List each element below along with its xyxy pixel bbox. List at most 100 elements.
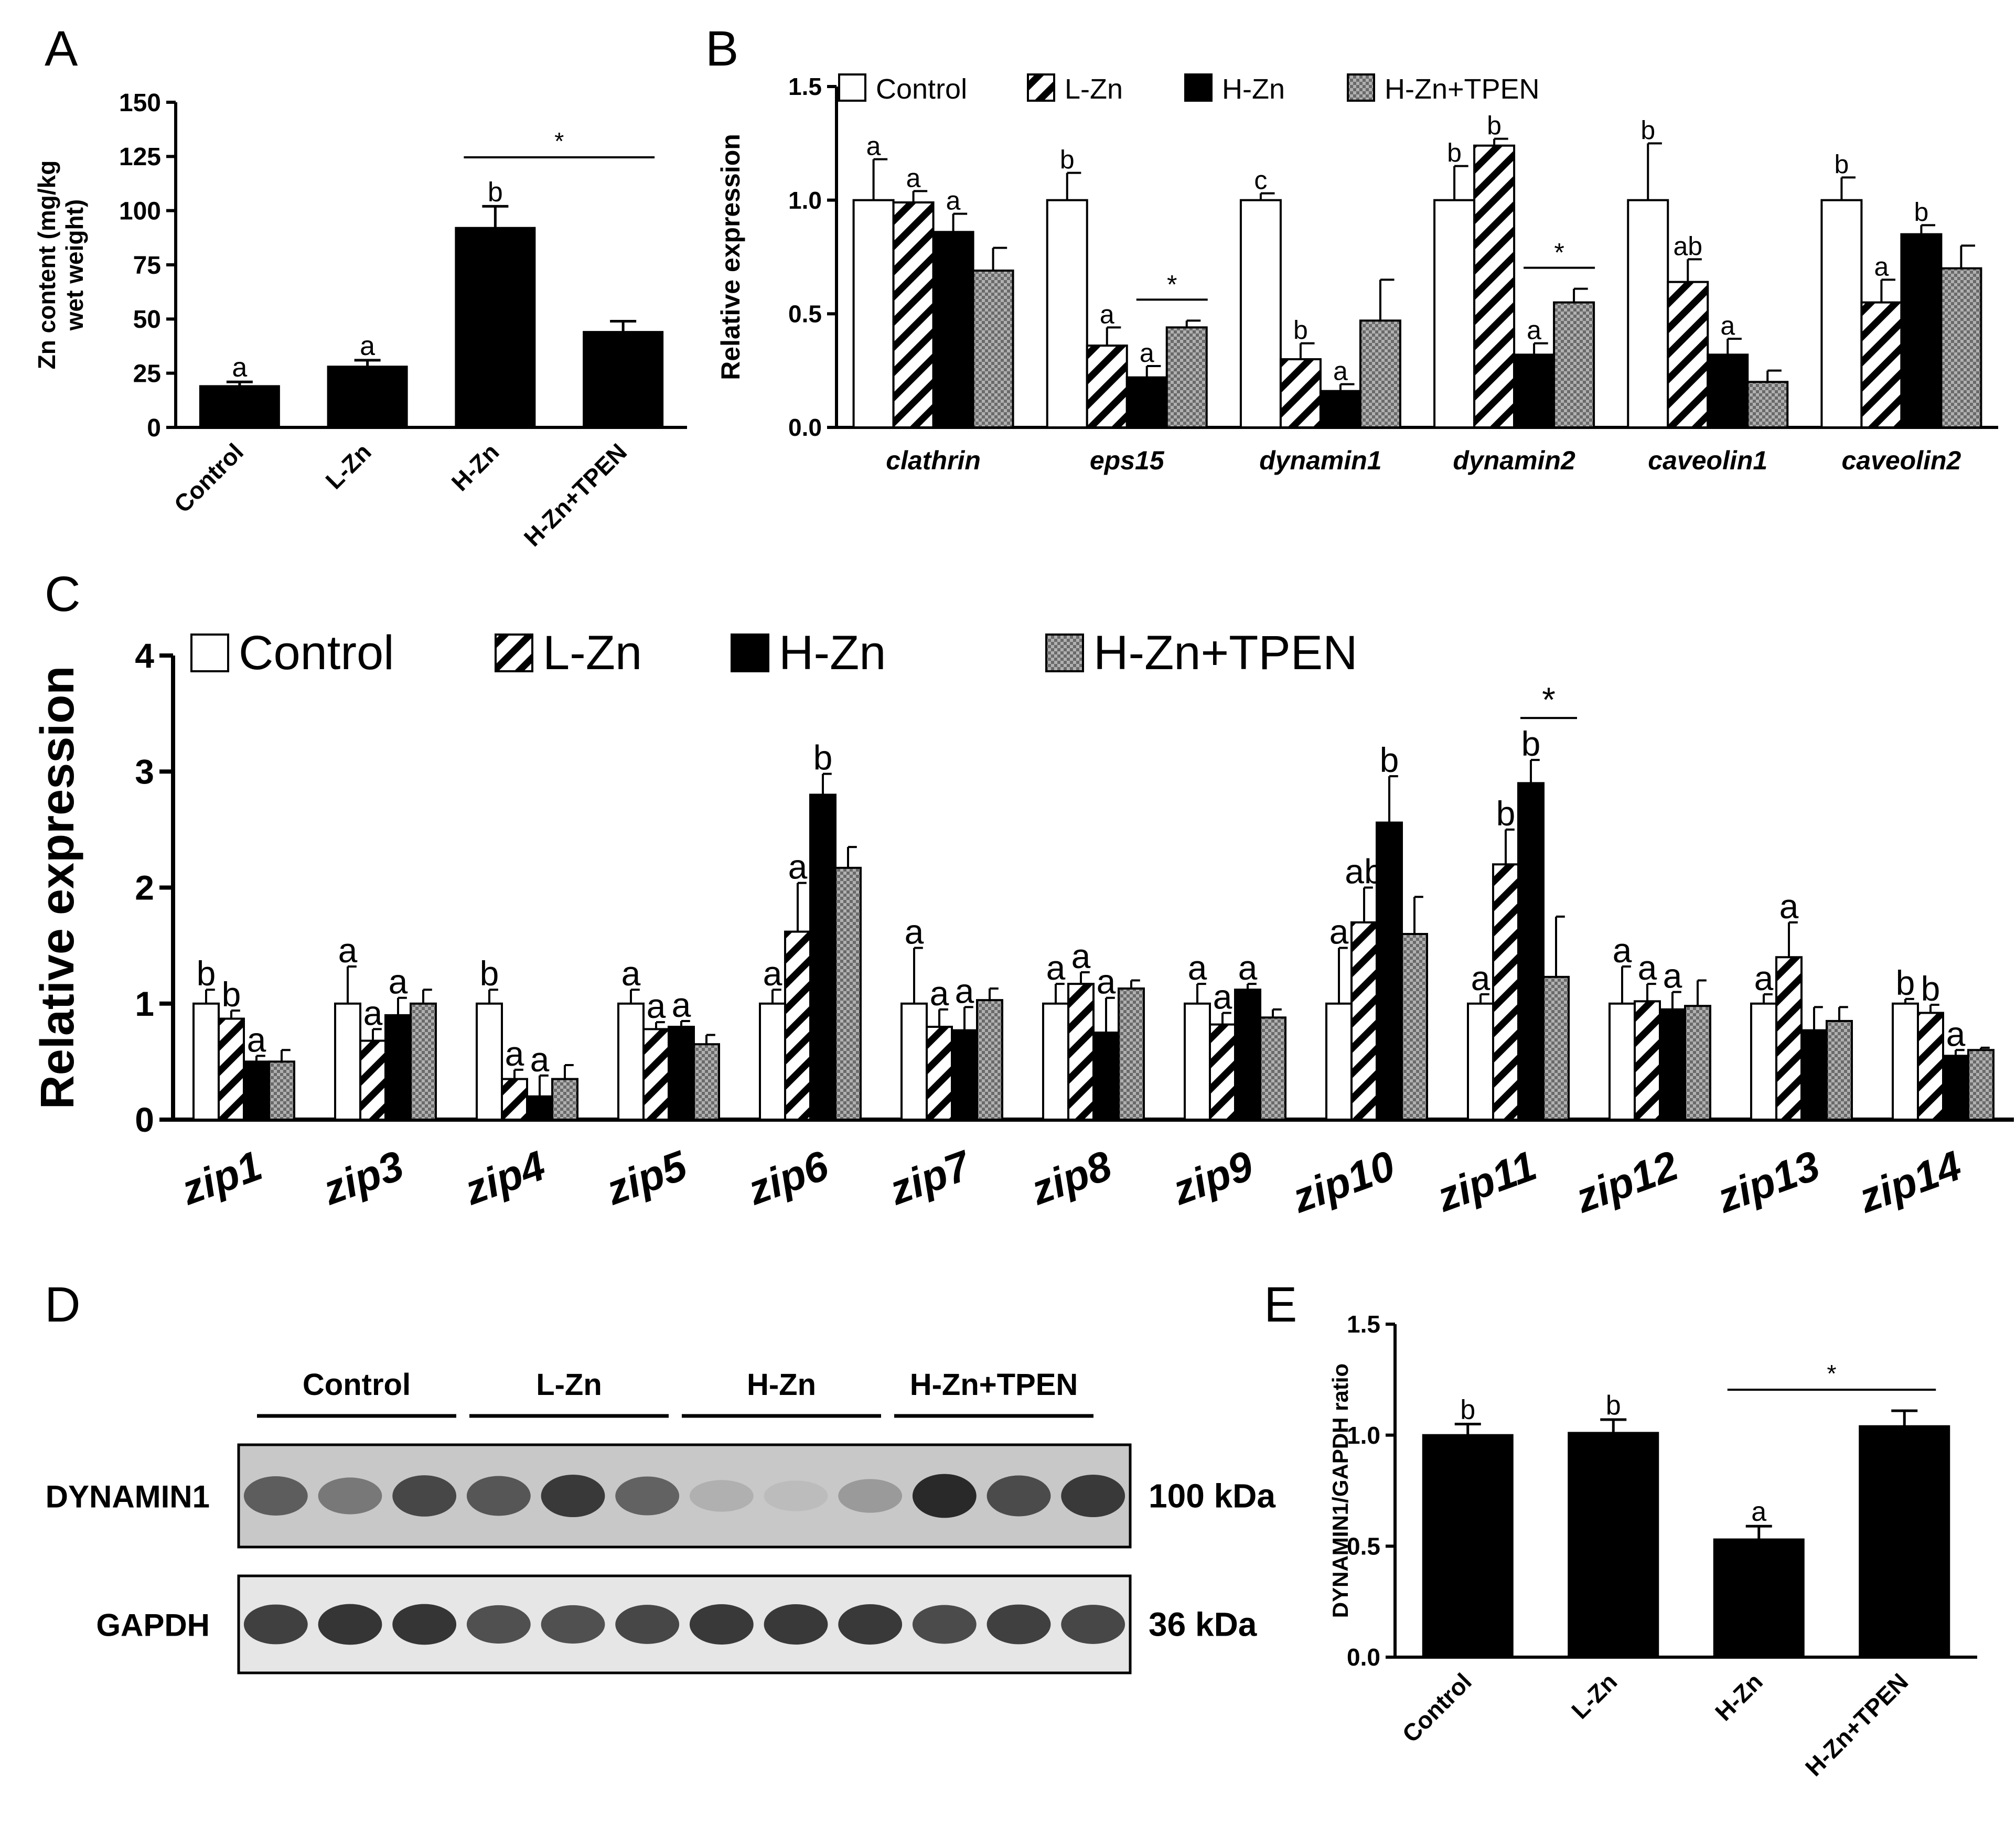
bar-zip3-h-zn-tpen bbox=[410, 1002, 437, 1121]
x-category-label: eps15 bbox=[1090, 446, 1165, 475]
bar-zip7-l-zn bbox=[926, 1026, 953, 1121]
significance-letter: a bbox=[1071, 937, 1091, 975]
bar-zip14-l-zn bbox=[1917, 1012, 1944, 1121]
blot-band bbox=[392, 1604, 457, 1645]
bar-caveolin1-l-zn bbox=[1667, 281, 1709, 429]
bar-zip11-h-zn-tpen bbox=[1542, 975, 1570, 1121]
blot-band bbox=[243, 1604, 308, 1645]
bar-eps15-control bbox=[1046, 199, 1088, 428]
bar-zip11-control bbox=[1467, 1002, 1494, 1121]
bar-dynamin1-control bbox=[1239, 199, 1282, 428]
bar-zip12-h-zn-tpen bbox=[1684, 1005, 1711, 1121]
bar-zip6-l-zn bbox=[784, 930, 811, 1121]
significance-letter: b bbox=[1293, 316, 1308, 345]
significance-letter: a bbox=[1100, 299, 1114, 329]
blot-band bbox=[912, 1605, 977, 1644]
y-tick-label: 100 bbox=[119, 197, 161, 225]
blot-band bbox=[541, 1605, 605, 1644]
significance-letter: a bbox=[1238, 948, 1258, 987]
panel-a-letter: A bbox=[45, 21, 78, 77]
bar-dynamin1-h-zn bbox=[1319, 390, 1361, 429]
significance-letter: a bbox=[1946, 1014, 1966, 1053]
bar-h-zn bbox=[455, 227, 536, 428]
blot-band bbox=[986, 1604, 1051, 1645]
significance-letter: b bbox=[1060, 145, 1075, 175]
bar-caveolin2-l-zn bbox=[1860, 301, 1903, 429]
panel-a-zn-content-chart: 0 25 50 75 100 125 150 a Control a L-Zn b H-Zn H-Zn+T… bbox=[33, 89, 687, 552]
x-category-label: L-Zn bbox=[1566, 1668, 1622, 1724]
blot-band bbox=[466, 1605, 531, 1644]
significance-letter: a bbox=[232, 352, 247, 383]
bar-zip9-l-zn bbox=[1209, 1023, 1236, 1121]
bar-zip3-l-zn bbox=[359, 1039, 387, 1121]
y-axis-title: Relative expression bbox=[716, 134, 745, 380]
y-tick-label: 1.5 bbox=[788, 73, 822, 100]
significance-letter: a bbox=[1720, 311, 1735, 340]
legend-label: Control bbox=[239, 626, 394, 680]
significance-letter: a bbox=[1471, 959, 1490, 997]
bar-zip12-h-zn bbox=[1659, 1008, 1686, 1121]
blot-band bbox=[1061, 1605, 1125, 1644]
y-axis-title: wet weight) bbox=[61, 199, 88, 331]
blot-group-label: Control bbox=[303, 1368, 411, 1402]
blot-band bbox=[764, 1480, 828, 1511]
bar-zip1-h-zn-tpen bbox=[268, 1060, 295, 1121]
significance-asterisk: * bbox=[1554, 238, 1564, 267]
x-category-label: zip6 bbox=[741, 1142, 834, 1214]
x-category-label: zip1 bbox=[175, 1142, 268, 1214]
blot-band bbox=[318, 1604, 382, 1645]
legend-swatch bbox=[838, 73, 866, 102]
blot-group-label: H-Zn+TPEN bbox=[910, 1368, 1078, 1402]
legend-swatch bbox=[1045, 633, 1084, 672]
bar-zip10-h-zn bbox=[1376, 821, 1403, 1121]
blot-size-label: 36 kDa bbox=[1149, 1606, 1257, 1644]
bar-zip8-h-zn bbox=[1092, 1032, 1120, 1121]
x-category-label: L-Zn bbox=[320, 438, 376, 494]
bar-zip12-l-zn bbox=[1634, 1000, 1661, 1121]
significance-letter: a bbox=[1527, 316, 1541, 345]
y-tick-label: 125 bbox=[119, 143, 161, 171]
bar-zip13-l-zn bbox=[1775, 956, 1803, 1121]
significance-letter: b bbox=[1835, 149, 1849, 179]
bar-zip7-control bbox=[900, 1002, 928, 1121]
significance-letter: a bbox=[930, 974, 949, 1013]
bar-zip3-h-zn bbox=[384, 1014, 412, 1121]
significance-letter: b bbox=[813, 738, 833, 777]
bar-zip5-h-zn-tpen bbox=[693, 1043, 720, 1121]
blot-band bbox=[838, 1604, 903, 1645]
y-tick-label: 50 bbox=[133, 306, 161, 334]
panel-e-dynamin1-ratio-chart: 0.0 0.5 1.0 1.5 b Control b L-Zn a H-Zn H-Zn+TPEN *… bbox=[1328, 1311, 1977, 1781]
significance-letter: a bbox=[363, 993, 383, 1032]
legend-swatch bbox=[731, 633, 769, 672]
bar-caveolin1-h-zn-tpen bbox=[1746, 381, 1789, 428]
blot-band bbox=[466, 1476, 531, 1516]
legend-label: H-Zn+TPEN bbox=[1385, 73, 1540, 105]
panel-c-letter: C bbox=[45, 566, 81, 622]
bar-zip12-control bbox=[1608, 1002, 1636, 1121]
x-category-label: dynamin1 bbox=[1259, 446, 1381, 475]
bar-zip10-l-zn bbox=[1350, 921, 1378, 1121]
significance-letter: a bbox=[338, 931, 358, 970]
bar-zip13-h-zn-tpen bbox=[1826, 1019, 1853, 1121]
significance-letter: b bbox=[1921, 969, 1940, 1008]
legend-label: L-Zn bbox=[1065, 73, 1123, 105]
significance-letter: a bbox=[621, 954, 641, 993]
significance-letter: b bbox=[1460, 1395, 1475, 1425]
significance-letter: a bbox=[1638, 948, 1657, 987]
blot-band bbox=[689, 1480, 754, 1512]
y-tick-label: 0.0 bbox=[788, 414, 822, 441]
significance-letter: a bbox=[1188, 948, 1207, 987]
bar-h-zn-tpen bbox=[583, 331, 664, 429]
legend-swatch bbox=[1347, 73, 1375, 102]
blot-band bbox=[615, 1605, 680, 1644]
bar-zip7-h-zn bbox=[951, 1029, 978, 1121]
significance-letter: a bbox=[866, 132, 881, 161]
bar-zip8-control bbox=[1042, 1002, 1069, 1121]
y-tick-label: 0 bbox=[135, 1100, 154, 1139]
significance-letter: a bbox=[360, 331, 375, 361]
bar-clathrin-l-zn bbox=[892, 201, 935, 428]
significance-letter: a bbox=[505, 1034, 524, 1073]
bar-zip13-h-zn bbox=[1800, 1029, 1828, 1121]
bar-caveolin1-control bbox=[1627, 199, 1669, 428]
blot-band bbox=[1061, 1474, 1125, 1518]
